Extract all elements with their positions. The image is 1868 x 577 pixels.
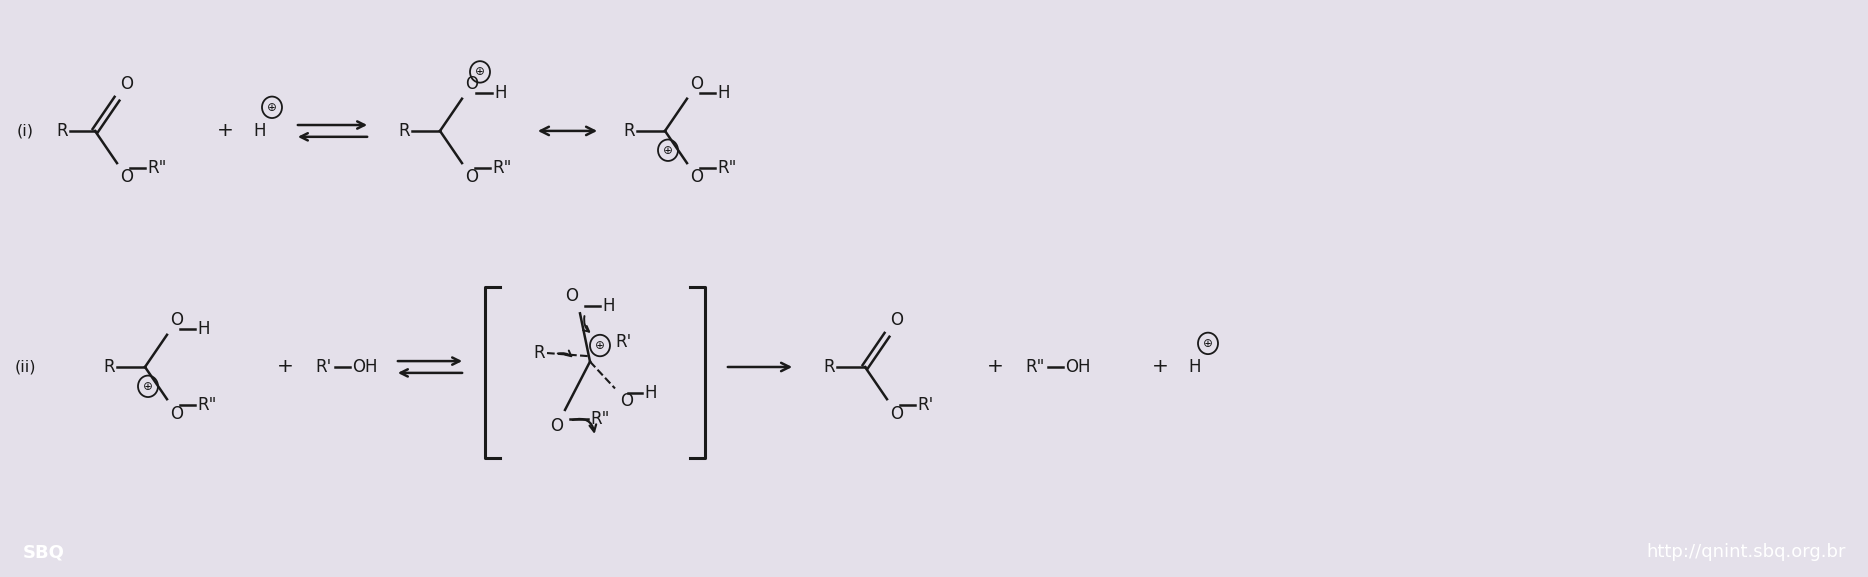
Text: R": R" bbox=[1026, 358, 1044, 376]
Text: SBQ: SBQ bbox=[22, 544, 64, 561]
Text: R": R" bbox=[491, 159, 512, 178]
Text: OH: OH bbox=[351, 358, 377, 376]
Text: (i): (i) bbox=[17, 123, 34, 138]
Text: R': R' bbox=[615, 334, 631, 351]
Text: O: O bbox=[549, 417, 562, 436]
Text: H: H bbox=[644, 384, 656, 402]
Text: ⊕: ⊕ bbox=[663, 144, 672, 157]
Text: H: H bbox=[601, 297, 615, 315]
Text: (ii): (ii) bbox=[15, 359, 35, 374]
Text: ⊕: ⊕ bbox=[596, 339, 605, 352]
Text: R: R bbox=[56, 122, 67, 140]
Text: O: O bbox=[120, 168, 133, 186]
Text: +: + bbox=[986, 358, 1003, 377]
Text: H: H bbox=[493, 84, 506, 102]
Text: O: O bbox=[889, 312, 902, 329]
Text: O: O bbox=[170, 312, 183, 329]
Text: R: R bbox=[624, 122, 635, 140]
Text: R": R" bbox=[148, 159, 166, 178]
Text: +: + bbox=[276, 358, 293, 377]
Text: OH: OH bbox=[1065, 358, 1091, 376]
Text: H: H bbox=[1188, 358, 1201, 376]
Text: ⊕: ⊕ bbox=[144, 380, 153, 393]
Text: H: H bbox=[717, 84, 730, 102]
Text: +: + bbox=[217, 121, 234, 140]
Text: O: O bbox=[689, 76, 702, 93]
Text: R: R bbox=[534, 344, 545, 362]
Text: O: O bbox=[170, 404, 183, 422]
Text: H: H bbox=[254, 122, 267, 140]
Text: O: O bbox=[465, 168, 478, 186]
Text: http://qnint.sbq.org.br: http://qnint.sbq.org.br bbox=[1646, 544, 1846, 561]
Text: R": R" bbox=[717, 159, 736, 178]
Text: H: H bbox=[196, 320, 209, 339]
Text: ⊕: ⊕ bbox=[474, 65, 486, 78]
Text: R": R" bbox=[196, 396, 217, 414]
Text: O: O bbox=[120, 76, 133, 93]
Text: R': R' bbox=[917, 396, 934, 414]
Text: ⊕: ⊕ bbox=[1203, 337, 1212, 350]
Text: O: O bbox=[889, 404, 902, 422]
Text: O: O bbox=[620, 392, 633, 410]
Text: +: + bbox=[1151, 358, 1169, 377]
Text: R: R bbox=[103, 358, 116, 376]
Text: R': R' bbox=[316, 358, 331, 376]
Text: R: R bbox=[398, 122, 409, 140]
Text: ⊕: ⊕ bbox=[267, 101, 276, 114]
Text: O: O bbox=[689, 168, 702, 186]
Text: R": R" bbox=[590, 410, 609, 428]
Text: R: R bbox=[824, 358, 835, 376]
Text: O: O bbox=[564, 287, 577, 305]
Text: O: O bbox=[465, 76, 478, 93]
